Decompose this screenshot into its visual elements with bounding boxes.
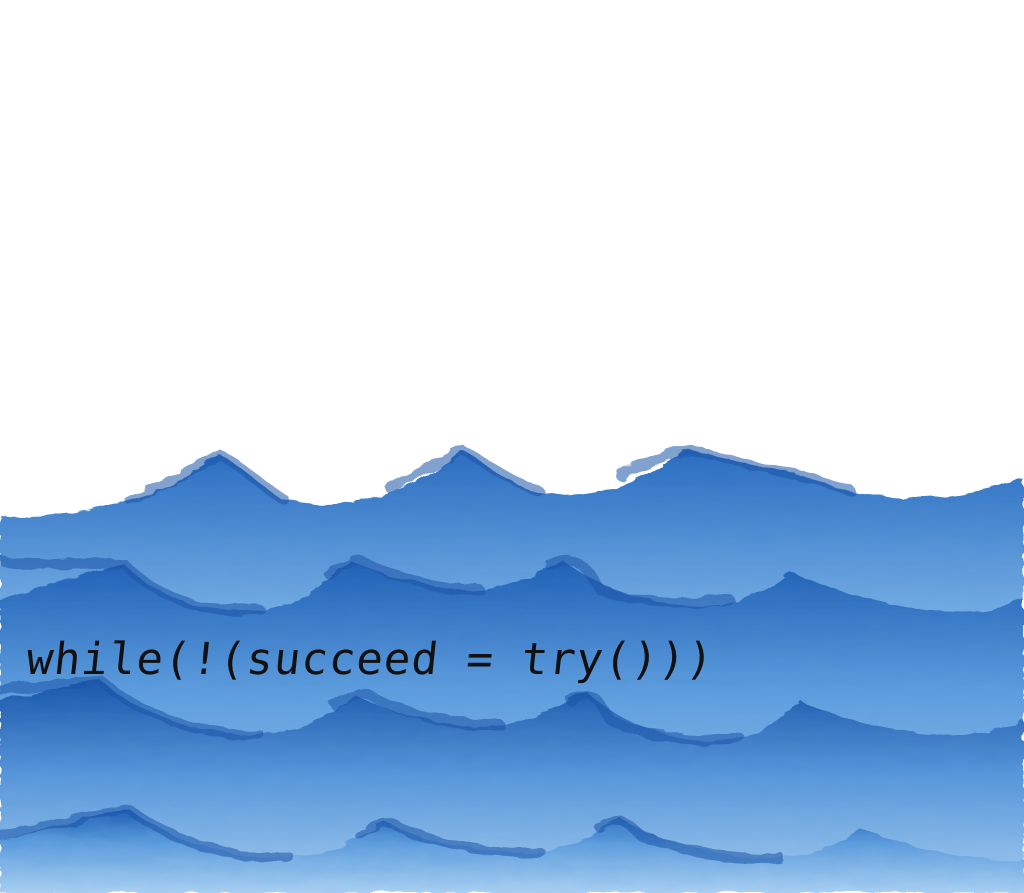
- wave-row-4: [0, 810, 1024, 893]
- code-caption: while(!(succeed = try())): [24, 634, 717, 685]
- wave-crest-strokes: [0, 444, 855, 864]
- wave-row-3: [0, 680, 1024, 893]
